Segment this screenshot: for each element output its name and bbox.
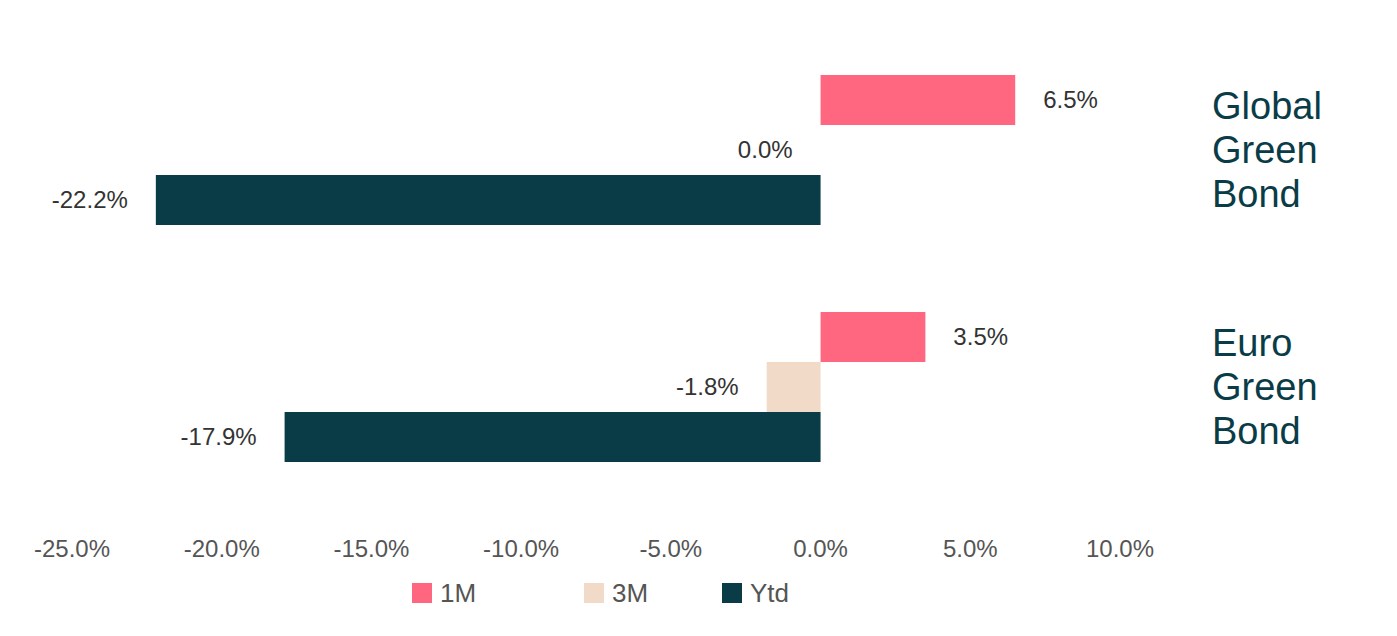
tick-label: -25.0% [34, 535, 110, 562]
bars [156, 75, 1015, 462]
data-label: 6.5% [1043, 86, 1098, 113]
bar [821, 312, 926, 362]
chart: 6.5% 0.0% -22.2% 3.5% -1.8% -17.9% Global Gree… [0, 0, 1397, 636]
category-label: Euro Green Bond [1212, 322, 1328, 452]
legend-label: 3M [612, 578, 648, 608]
tick-label: 0.0% [793, 535, 848, 562]
legend-label: Ytd [750, 578, 789, 608]
tick-label: -20.0% [184, 535, 260, 562]
bar [820, 125, 821, 175]
data-label: 0.0% [738, 136, 793, 163]
data-label: -22.2% [52, 186, 128, 213]
legend-swatch [412, 583, 432, 603]
legend: 1M 3M Ytd [412, 578, 789, 608]
tick-label: -15.0% [333, 535, 409, 562]
tick-label: 5.0% [943, 535, 998, 562]
data-label: -17.9% [181, 423, 257, 450]
data-label: -1.8% [676, 373, 739, 400]
bar [767, 362, 821, 412]
bar [156, 175, 821, 225]
category-label: Global Green Bond [1212, 85, 1332, 215]
bar [285, 412, 821, 462]
data-labels: 6.5% 0.0% -22.2% 3.5% -1.8% -17.9% [52, 86, 1098, 450]
legend-swatch [722, 583, 742, 603]
tick-label: -5.0% [640, 535, 703, 562]
bar [821, 75, 1016, 125]
data-label: 3.5% [953, 323, 1008, 350]
legend-label: 1M [440, 578, 476, 608]
tick-label: 10.0% [1086, 535, 1154, 562]
x-axis: -25.0% -20.0% -15.0% -10.0% -5.0% 0.0% 5.0% 10.… [34, 500, 1154, 562]
tick-label: -10.0% [483, 535, 559, 562]
legend-swatch [584, 583, 604, 603]
